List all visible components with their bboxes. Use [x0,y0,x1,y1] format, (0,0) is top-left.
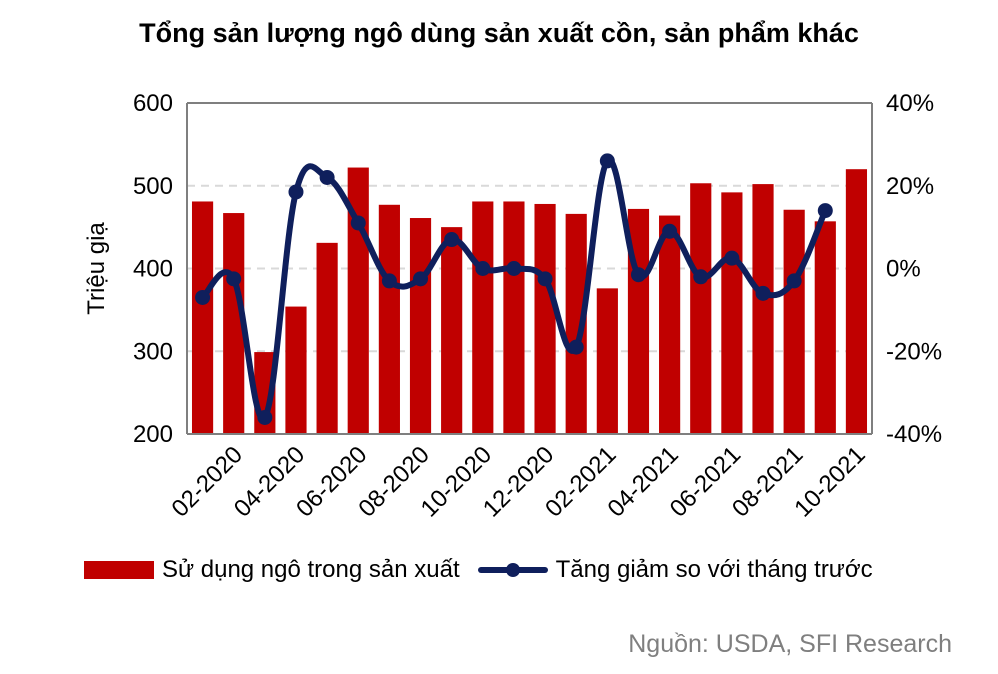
legend-item-line: Tăng giảm so với tháng trước [477,556,873,584]
line-point [817,203,833,219]
y2-tick-label: -20% [886,338,942,365]
bar [814,221,836,434]
y2-tick-label: 40% [886,90,934,117]
line-point [599,153,615,169]
bar [721,192,743,434]
legend-bar-swatch [84,561,154,579]
bar [191,201,214,434]
line-point [413,271,429,287]
bar [690,183,712,434]
bar [472,201,494,434]
line-point [506,261,522,276]
line-point [693,269,709,285]
y2-tick-label: 20% [886,173,934,200]
line-point [195,289,211,305]
bar [752,184,774,434]
legend-line-swatch [477,557,548,583]
axes [186,102,873,435]
bar [409,218,432,434]
y-tick-label: 200 [133,421,173,448]
chart-title: Tổng sản lượng ngô dùng sản xuất cồn, sả… [139,18,859,48]
bar [223,213,245,434]
legend: Sử dụng ngô trong sản xuất Tăng giảm so … [84,556,891,584]
line-point [288,184,304,200]
line-point [226,271,242,287]
bar [285,306,307,434]
bar [596,288,618,434]
bar [659,215,681,434]
line-series [195,153,833,425]
legend-bar-label: Sử dụng ngô trong sản xuất [162,556,460,583]
y-tick-label: 500 [133,173,173,200]
line-point [537,271,553,287]
y2-tick-label: -40% [886,421,942,448]
line-point [475,261,491,276]
bar [565,213,587,434]
bar [316,242,338,434]
legend-item-bars: Sử dụng ngô trong sản xuất [84,556,460,584]
bar [503,201,525,434]
line-point [630,267,646,283]
line-point [755,285,771,301]
line-point [724,250,740,266]
line-point [381,273,397,289]
y-tick-label: 300 [133,338,173,365]
line-point [319,169,335,185]
bar [783,209,805,434]
legend-line-label: Tăng giảm so với tháng trước [555,556,873,583]
y-tick-label: 400 [133,256,173,283]
y2-tick-label: 0% [886,256,921,283]
line-point [786,273,802,289]
source-note: Nguồn: USDA, SFI Research [628,630,952,658]
line-point [568,339,584,355]
bar [845,169,868,434]
line-point [350,215,366,231]
y-axis-label: Triệu giạ [83,222,110,315]
bar [534,203,556,434]
bar-series [191,167,868,435]
bar [378,204,400,434]
line-point [257,409,273,425]
line-point [662,223,678,239]
line-point [444,232,460,248]
bar [441,227,463,434]
y-tick-label: 600 [133,90,173,117]
